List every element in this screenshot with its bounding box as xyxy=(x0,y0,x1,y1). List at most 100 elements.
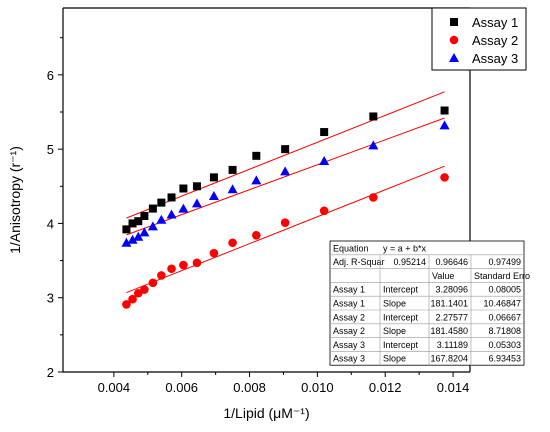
table-cell: Slope xyxy=(383,326,406,336)
table-cell: Assay 1 xyxy=(333,285,365,295)
triangle-marker xyxy=(156,214,167,224)
y-tick-label: 3 xyxy=(47,291,54,306)
triangle-marker xyxy=(121,237,132,247)
table-cell: 0.05303 xyxy=(488,340,521,350)
circle-marker xyxy=(252,231,261,240)
table-cell: Assay 3 xyxy=(333,354,365,364)
x-tick-label: 0.008 xyxy=(233,380,266,395)
legend-label: Assay 2 xyxy=(472,33,518,48)
table-cell: 0.95214 xyxy=(393,257,426,267)
square-marker xyxy=(281,145,290,154)
legend: Assay 1 Assay 2 Assay 3 xyxy=(431,7,527,71)
x-tick-label: 0.012 xyxy=(369,380,402,395)
table-cell: Standard Erro xyxy=(474,271,530,281)
triangle-marker xyxy=(139,227,150,237)
table-cell: 8.71808 xyxy=(488,326,521,336)
triangle-marker xyxy=(319,156,330,166)
square-marker xyxy=(440,106,449,115)
table-cell: 0.96646 xyxy=(435,257,468,267)
fit-line xyxy=(126,117,445,236)
circle-marker xyxy=(128,294,137,304)
square-marker xyxy=(148,204,157,213)
square-marker xyxy=(122,225,131,234)
table-cell: 181.1401 xyxy=(430,299,468,309)
circle-marker xyxy=(369,193,378,202)
triangle-marker xyxy=(133,231,144,241)
legend-label: Assay 1 xyxy=(472,15,518,30)
circle-marker xyxy=(440,173,449,182)
circle-marker xyxy=(280,218,290,227)
legend-label: Assay 3 xyxy=(472,51,518,66)
square-marker xyxy=(228,165,237,174)
table-cell: y = a + b*x xyxy=(383,243,427,253)
table-cell: 2.27577 xyxy=(435,312,468,322)
square-marker xyxy=(192,182,201,191)
table-cell: 0.97499 xyxy=(488,257,521,267)
triangle-marker xyxy=(449,53,459,62)
triangle-marker xyxy=(127,234,138,244)
square-marker xyxy=(157,198,166,207)
y-tick-label: 5 xyxy=(47,142,54,157)
table-frame xyxy=(329,240,525,366)
square-marker xyxy=(167,193,176,202)
table-cell: 0.08005 xyxy=(488,285,521,295)
x-tick-label: 0.010 xyxy=(301,380,334,395)
table-cell: Intercept xyxy=(383,340,419,350)
circle-marker xyxy=(179,260,188,270)
circle-marker xyxy=(228,238,237,248)
circle-marker xyxy=(167,264,176,274)
square-marker xyxy=(369,112,378,121)
y-tick-label: 6 xyxy=(47,68,54,83)
circle-marker xyxy=(148,278,158,288)
circle-marker xyxy=(319,206,329,216)
circle-marker xyxy=(192,258,202,268)
table-cell: Intercept xyxy=(383,285,419,295)
circle-marker xyxy=(122,300,131,309)
triangle-marker xyxy=(147,221,158,231)
square-marker xyxy=(134,217,143,226)
y-axis-ticks: 2 3 4 5 6 xyxy=(47,37,63,380)
x-axis-ticks: 0.004 0.006 0.008 0.010 0.012 0.014 xyxy=(98,372,470,395)
fit-line xyxy=(126,91,445,219)
square-marker xyxy=(179,184,188,193)
square-marker xyxy=(320,128,329,137)
triangle-marker xyxy=(280,166,291,176)
legend-box xyxy=(431,7,527,71)
triangle-marker xyxy=(166,209,177,219)
triangle-marker xyxy=(439,120,450,130)
table-cell: Assay 3 xyxy=(333,340,365,350)
triangle-marker xyxy=(191,198,202,208)
square-marker xyxy=(209,173,218,182)
table-cell: Assay 1 xyxy=(333,299,365,309)
fit-statistics-table: Equation y = a + b*x Adj. R-Squar 0.95214 0.… xyxy=(329,240,530,366)
circle-marker xyxy=(140,285,149,294)
table-cell: Value xyxy=(432,271,454,281)
x-tick-label: 0.004 xyxy=(98,380,131,395)
triangle-marker xyxy=(178,203,189,213)
table-cell: Slope xyxy=(383,299,406,309)
triangle-marker xyxy=(208,190,219,200)
x-tick-label: 0.014 xyxy=(437,380,470,395)
square-marker xyxy=(252,151,261,160)
circle-marker xyxy=(209,248,219,258)
triangle-marker xyxy=(227,184,238,194)
table-cell: Intercept xyxy=(383,312,419,322)
circle-marker xyxy=(449,35,459,45)
triangle-marker xyxy=(368,140,379,150)
y-tick-label: 2 xyxy=(47,365,54,380)
triangle-marker xyxy=(251,175,262,185)
x-axis-title: 1/Lipid (μM⁻¹) xyxy=(223,405,309,421)
fit-lines xyxy=(126,91,445,294)
table-cell: 181.4580 xyxy=(430,326,468,336)
y-axis-title: 1/Anisotropy (r⁻¹) xyxy=(7,146,23,254)
table-cell: Assay 2 xyxy=(333,312,365,322)
table-cell: Adj. R-Squar xyxy=(333,257,385,267)
table-cell: Assay 2 xyxy=(333,326,365,336)
table-cell: Slope xyxy=(383,354,406,364)
table-cell: Equation xyxy=(333,243,369,253)
data-markers xyxy=(121,106,450,309)
y-tick-label: 4 xyxy=(47,216,54,231)
table-cell: 0.06667 xyxy=(488,312,521,322)
table-cell: 6.93453 xyxy=(488,354,521,364)
